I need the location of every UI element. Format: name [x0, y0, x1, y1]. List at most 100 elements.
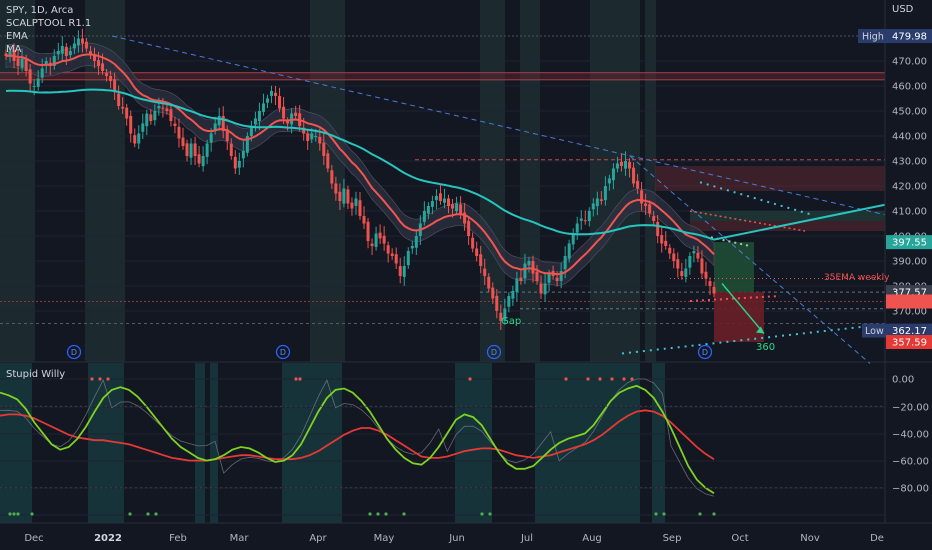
candle-body: [322, 142, 326, 156]
oscillator-dot: [12, 512, 16, 516]
downtrend-line: [111, 35, 886, 216]
candle-body: [56, 51, 60, 55]
candle-body: [615, 163, 619, 169]
oscillator-dot: [30, 512, 34, 516]
target-360-label: 360: [756, 342, 775, 353]
low-name-bg: [862, 323, 886, 338]
candle-body: [603, 186, 607, 201]
candle-body: [499, 312, 503, 321]
candle-body: [467, 220, 471, 236]
oscillator-raw-line: [0, 378, 715, 497]
candle-body: [76, 38, 80, 46]
low-price-label: 362.17: [892, 326, 927, 337]
candle-body: [712, 286, 716, 294]
candle-body: [680, 271, 684, 276]
candle-body: [197, 154, 201, 164]
green-zone: [690, 211, 885, 221]
candle-body: [257, 111, 261, 122]
candle-body: [253, 118, 257, 125]
oscillator-title[interactable]: Stupid Willy: [6, 369, 66, 380]
candle-body: [463, 212, 467, 224]
candle-body: [535, 271, 539, 281]
channel-line: [629, 155, 871, 364]
candle-body: [60, 46, 64, 54]
oscillator-lines: [0, 377, 885, 516]
candle-body: [149, 114, 153, 121]
candle-body: [20, 58, 24, 68]
ma-200-line: [5, 88, 886, 241]
candle-body: [648, 204, 652, 214]
oscillator-dot: [480, 512, 484, 516]
candle-body: [109, 76, 113, 81]
chart-legend: SPY, 1D, Arca SCALPTOOL R1.1 EMA MA: [6, 4, 91, 56]
candle-body: [374, 233, 378, 247]
candle-body: [459, 204, 463, 214]
candle-body: [233, 156, 237, 169]
candle-body: [410, 246, 414, 249]
projection-arrow: [721, 283, 765, 334]
candle-body: [442, 198, 446, 203]
trendlines: [111, 35, 886, 364]
price-tick-label: 420.00: [892, 182, 927, 193]
candle-body: [350, 202, 354, 209]
time-tick-label: Nov: [800, 533, 820, 544]
candle-body: [245, 136, 249, 153]
candle-body: [105, 72, 109, 76]
candle-body: [555, 277, 559, 281]
candle-body: [354, 198, 358, 206]
candle-body: [68, 51, 72, 56]
candle-body: [161, 107, 165, 109]
ema-band-area: [5, 42, 715, 286]
candle-body: [129, 115, 133, 134]
candle-body: [137, 133, 141, 144]
candle-body: [205, 143, 209, 157]
candle-body: [595, 198, 599, 207]
candle-body: [451, 204, 455, 209]
oscillator-dot: [402, 512, 406, 516]
price-tick-label: 390.00: [892, 257, 927, 268]
candle-body: [676, 259, 680, 269]
candle-body: [619, 161, 623, 166]
candle-body: [628, 161, 632, 169]
zone-2: [310, 0, 345, 362]
candle-body: [221, 116, 225, 131]
candle-body: [370, 243, 374, 246]
candle-body: [688, 256, 692, 268]
oscillator-dot: [488, 512, 492, 516]
indicator-ema[interactable]: EMA: [6, 31, 28, 42]
candle-body: [632, 167, 636, 184]
candle-body: [708, 281, 712, 286]
entry-price-label: 377.57: [892, 288, 927, 299]
candle-body: [455, 203, 459, 212]
supply-zone: [690, 221, 885, 231]
candle-body: [24, 58, 28, 71]
oscillator-dot: [128, 512, 132, 516]
low-name: Low: [865, 326, 884, 337]
candle-body: [97, 60, 101, 66]
indicator-ma[interactable]: MA: [6, 44, 22, 55]
oscillator-dot: [384, 512, 388, 516]
green-trend: [704, 235, 751, 247]
osc-zone-4: [282, 363, 342, 523]
osc-zone-0: [0, 363, 32, 523]
oscillator-dot: [16, 512, 20, 516]
candle-body: [141, 123, 145, 132]
symbol-title[interactable]: SPY, 1D, Arca: [6, 5, 74, 16]
candle-body: [406, 251, 410, 266]
oscillator-dot: [564, 377, 568, 381]
candle-body: [169, 109, 173, 121]
candle-body: [326, 153, 330, 169]
candle-body: [475, 248, 479, 256]
candle-body: [318, 136, 322, 144]
candle-body: [579, 218, 583, 221]
candle-body: [8, 51, 12, 57]
candle-body: [306, 133, 310, 141]
dividend-marker: [486, 344, 502, 360]
indicator-scalptool[interactable]: SCALPTOOL R1.1: [6, 18, 92, 29]
candle-body: [563, 256, 567, 270]
high-price-label-bg: [886, 29, 932, 44]
oscillator-dot: [294, 377, 298, 381]
osc-tick-label: −40.00: [892, 430, 929, 441]
candle-body: [302, 127, 306, 134]
